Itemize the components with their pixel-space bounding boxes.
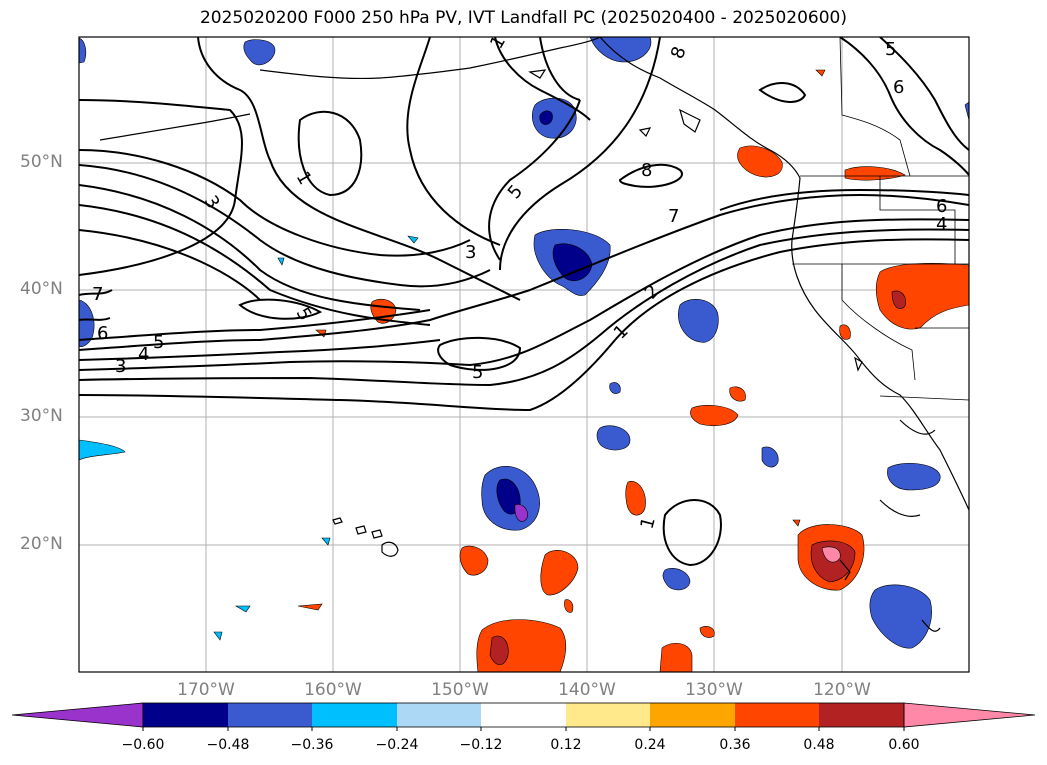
coastlines <box>99 37 969 632</box>
patch <box>609 382 621 394</box>
colorbar-tick-label: −0.12 <box>459 737 503 753</box>
contour-label: 3 <box>115 356 126 377</box>
patch <box>514 504 528 522</box>
political-boundaries <box>792 37 969 401</box>
colorbar-segment <box>481 703 566 727</box>
patch <box>596 425 631 451</box>
figure-title: 2025020200 F000 250 hPa PV, IVT Landfall… <box>199 8 847 28</box>
lon-label-130w: 130°W <box>685 680 743 700</box>
patch <box>761 446 779 468</box>
lat-label-30n: 30°N <box>20 406 63 426</box>
patch <box>839 324 851 340</box>
patch <box>476 619 567 672</box>
patch <box>213 631 223 641</box>
contour-label: 6 <box>97 323 108 344</box>
patch <box>887 462 941 491</box>
lon-label-160w: 160°W <box>304 680 362 700</box>
colorbar-segment <box>143 703 228 727</box>
colorbar-tick-label: −0.48 <box>206 737 250 753</box>
contour-label: 4 <box>138 344 149 365</box>
colorbar-segment <box>397 703 481 727</box>
contour-label: 3 <box>465 242 476 263</box>
patch <box>729 386 746 402</box>
patch <box>243 39 276 66</box>
patch <box>662 568 691 591</box>
colorbar-segment <box>312 703 397 727</box>
contour-label: 6 <box>936 196 947 217</box>
colorbar-tick-label: 0.36 <box>719 737 751 753</box>
contour-label: 6 <box>893 77 904 98</box>
contour-label: 5 <box>153 332 164 353</box>
lon-label-170w: 170°W <box>177 680 235 700</box>
colorbar-segment <box>566 703 650 727</box>
lat-label-20n: 20°N <box>20 534 63 554</box>
patch <box>234 605 251 613</box>
patch <box>459 545 489 576</box>
contour-label: 7 <box>668 206 679 227</box>
colorbar-segment <box>819 703 904 727</box>
patch <box>699 626 715 638</box>
patch <box>277 257 285 266</box>
patch <box>891 290 906 309</box>
colorbar-tick-label: 0.24 <box>634 737 666 753</box>
lat-label-40n: 40°N <box>20 279 63 299</box>
patch <box>869 584 932 649</box>
patch <box>297 603 323 611</box>
patch <box>539 110 553 125</box>
patch <box>659 642 693 672</box>
colorbar-segment <box>735 703 819 727</box>
contour-label: 5 <box>885 39 896 60</box>
contour-label: 7 <box>92 284 103 305</box>
hawaiian-islands <box>332 517 399 557</box>
colorbar-tick-label: 0.60 <box>888 737 920 753</box>
pv-contours <box>79 37 969 567</box>
patch <box>564 599 574 613</box>
map-frame <box>78 36 970 673</box>
positive-anomaly-patches <box>297 69 969 672</box>
patch <box>815 69 826 77</box>
colorbar-segment <box>650 703 735 727</box>
contour-label: 1 <box>637 515 660 531</box>
colorbar-tick-label: 0.48 <box>803 737 835 753</box>
patch <box>540 550 579 596</box>
patch <box>552 243 593 282</box>
colorbar-segment <box>228 703 312 727</box>
negative-anomaly-patches <box>79 37 969 649</box>
colorbar-tick-label: −0.36 <box>290 737 334 753</box>
contour-label: 8 <box>641 160 652 181</box>
contour-label: 4 <box>936 214 947 235</box>
patch <box>792 519 801 527</box>
patch <box>625 481 646 516</box>
patch <box>821 546 841 563</box>
contour-label: 7 <box>92 284 103 305</box>
patch <box>678 298 719 343</box>
colorbar-tick-label: 0.12 <box>550 737 582 753</box>
patch <box>407 235 419 244</box>
patch <box>844 166 906 181</box>
patch <box>79 439 126 461</box>
lat-label-50n: 50°N <box>20 152 63 172</box>
colorbar-extend-max <box>903 702 1036 728</box>
lon-label-150w: 150°W <box>431 680 489 700</box>
lon-label-140w: 140°W <box>558 680 616 700</box>
colorbar-tick-label: −0.24 <box>375 737 419 753</box>
patch <box>79 299 95 347</box>
patch <box>489 635 509 666</box>
contour-label: 5 <box>472 362 483 383</box>
patch <box>496 478 521 515</box>
patch <box>79 37 87 64</box>
colorbar <box>11 702 1036 731</box>
patch <box>964 101 969 121</box>
patch <box>321 537 331 546</box>
patch <box>690 405 739 426</box>
patch <box>875 262 969 330</box>
patch <box>737 145 783 178</box>
colorbar-tick-label: −0.60 <box>121 737 165 753</box>
patch <box>531 97 577 139</box>
colorbar-extend-min <box>11 702 144 728</box>
lon-label-120w: 120°W <box>813 680 871 700</box>
